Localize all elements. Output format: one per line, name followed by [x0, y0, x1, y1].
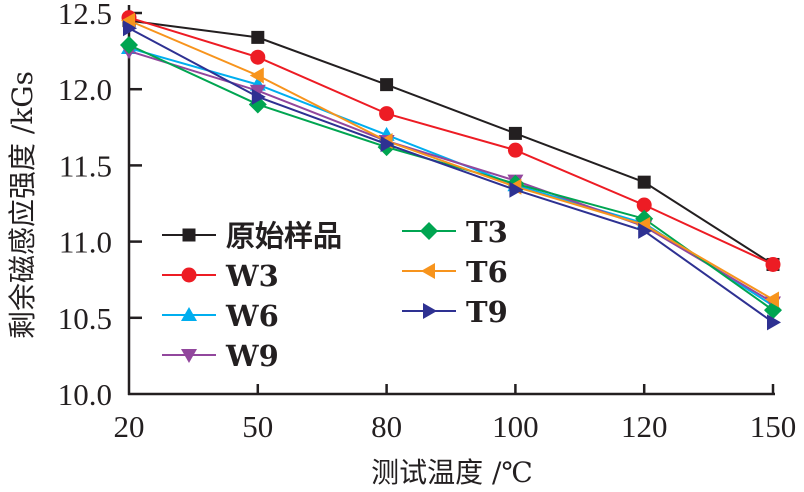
legend-label: T6: [466, 255, 508, 289]
data-point: [767, 314, 781, 331]
y-tick-label: 12.5: [58, 0, 112, 31]
y-tick-label: 10.5: [58, 301, 112, 336]
legend-item: W9: [162, 339, 279, 373]
data-point: [637, 175, 651, 189]
x-ticks: 20 50 80 100 120 150: [114, 384, 797, 444]
x-tick-label: 50: [242, 409, 273, 444]
x-tick-label: 80: [371, 409, 402, 444]
data-point: [120, 36, 138, 55]
legend-marker: [182, 228, 196, 242]
x-tick-label: 100: [492, 409, 539, 444]
legend-item: T6: [402, 255, 508, 289]
legend-item: W3: [162, 259, 279, 293]
data-point: [508, 126, 522, 140]
series-line: [128, 50, 774, 304]
legend-label: T3: [466, 215, 508, 249]
data-point: [507, 142, 523, 158]
series-line: [128, 44, 774, 311]
data-point: [251, 30, 265, 44]
legend-item: T9: [402, 295, 508, 329]
y-tick-label: 10.0: [58, 377, 112, 412]
y-ticks: 10.0 10.5 11.0 11.5 12.0 12.5: [58, 0, 142, 412]
data-point: [380, 78, 394, 92]
series-line: [128, 27, 774, 324]
y-tick-label: 11.5: [59, 148, 112, 183]
legend-item: 原始样品: [162, 219, 342, 253]
x-tick-label: 150: [750, 409, 797, 444]
data-point: [123, 20, 137, 37]
data-point: [249, 84, 266, 99]
axes: 10.0 10.5 11.0 11.5 12.0 12.5 20 50 80 100 120 150: [58, 0, 797, 444]
data-point: [250, 49, 266, 65]
legend-item: T3: [402, 215, 508, 249]
legend-marker: [181, 267, 197, 283]
y-axis-title: 剩余磁感应强度 /kGs: [6, 71, 39, 339]
series-6: [123, 20, 781, 331]
data-point: [765, 256, 781, 272]
data-point: [379, 106, 395, 122]
legend-item: W6: [162, 299, 279, 333]
legend-label: T9: [466, 295, 508, 329]
y-tick-label: 12.0: [58, 72, 112, 107]
x-tick-label: 20: [114, 409, 145, 444]
data-point: [638, 222, 653, 239]
legend-label: W6: [225, 299, 279, 333]
y-tick-label: 11.0: [59, 225, 112, 260]
legend-label: 原始样品: [226, 219, 342, 253]
legend-marker: [423, 303, 437, 319]
data-point: [380, 136, 395, 153]
legend-marker: [181, 349, 197, 363]
data-point: [636, 197, 652, 213]
series-0: [122, 14, 780, 271]
series-line: [128, 16, 774, 266]
data-point: [251, 88, 266, 105]
series-layer: [120, 10, 782, 331]
legend-label: W3: [225, 259, 279, 293]
data-point: [765, 291, 779, 308]
data-point: [121, 12, 135, 29]
x-tick-label: 120: [621, 409, 668, 444]
legend-label: W9: [225, 339, 279, 373]
series-line: [128, 19, 774, 301]
legend: 原始样品 W3 W6 W9 T3 T6 T9: [162, 215, 508, 373]
legend-marker: [420, 222, 438, 240]
series-line: [128, 19, 774, 266]
data-point: [509, 181, 524, 198]
series-1: [121, 10, 781, 272]
legend-marker: [181, 307, 197, 321]
data-point: [249, 67, 264, 84]
legend-marker: [421, 263, 435, 279]
x-axis-title: 测试温度 /℃: [371, 456, 533, 489]
